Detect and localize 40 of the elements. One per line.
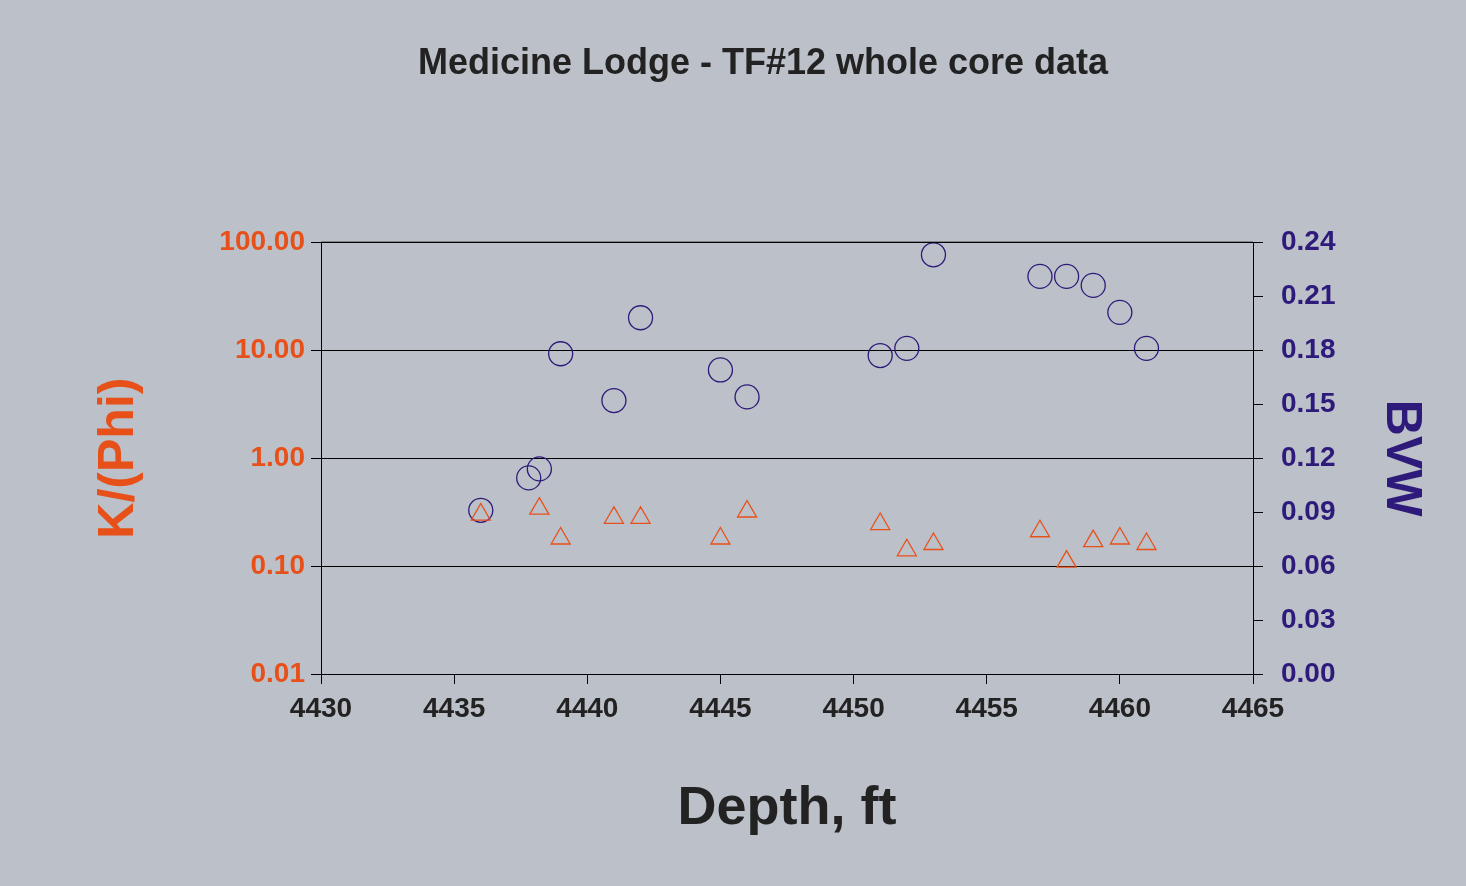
point [923, 532, 944, 551]
x-tick-label: 4465 [1221, 691, 1285, 723]
point [550, 526, 571, 545]
x-tick-label: 4440 [556, 691, 619, 723]
y2-tick-label: 0.03 [1281, 602, 1336, 634]
y2-tick-label: 0.18 [1281, 332, 1336, 364]
point [529, 497, 550, 515]
y2-tick-label: 0.06 [1281, 548, 1336, 580]
point [736, 499, 758, 518]
point [603, 506, 625, 524]
x-tick-label: 4455 [955, 691, 1018, 723]
y-tick-label: 0.01 [250, 656, 305, 688]
x-tick-label: 4435 [422, 691, 486, 723]
point [1083, 529, 1104, 548]
x-axis-title: Depth, ft [677, 775, 897, 836]
point [1109, 526, 1131, 545]
point [1136, 532, 1157, 551]
y2-tick-label: 0.15 [1281, 386, 1336, 418]
y2-tick-label: 0.12 [1281, 440, 1336, 472]
x-tick-label: 4445 [689, 691, 752, 723]
point [630, 506, 651, 524]
y2-tick-label: 0.24 [1281, 224, 1336, 256]
y-tick-label: 100.00 [219, 224, 305, 256]
point [710, 526, 731, 545]
point [1056, 549, 1077, 568]
y2-tick-label: 0.09 [1281, 494, 1336, 526]
point [1029, 519, 1051, 538]
y-axis-title: K/(Phi) [87, 377, 144, 539]
x-tick-label: 4430 [289, 691, 353, 723]
y2-tick-label: 0.21 [1281, 278, 1336, 310]
y2-tick-label: 0.00 [1281, 656, 1336, 688]
y-tick-label: 10.00 [234, 332, 305, 364]
x-tick-label: 4460 [1088, 691, 1152, 723]
point [896, 538, 918, 557]
y-tick-label: 0.10 [250, 548, 305, 580]
chart-title: Medicine Lodge - TF#12 whole core data [417, 40, 1110, 82]
point [870, 512, 891, 531]
y2-axis-title: BVW [1376, 399, 1433, 518]
y-tick-label: 1.00 [250, 440, 305, 472]
x-tick-label: 4450 [822, 691, 885, 723]
